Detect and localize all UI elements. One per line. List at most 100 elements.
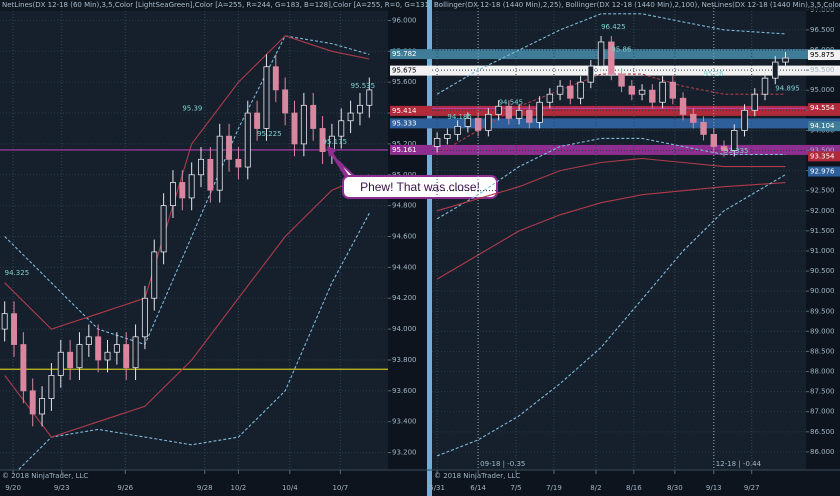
candle-body xyxy=(433,138,441,147)
candle-body xyxy=(772,61,779,79)
y-tick-label: 90.500 xyxy=(810,267,835,275)
price-marker-label: 95.161 xyxy=(392,146,417,154)
candle-body xyxy=(113,344,120,353)
price-marker xyxy=(808,50,840,61)
y-tick-label: 92.500 xyxy=(810,187,835,195)
y-tick-label: 88.000 xyxy=(810,368,835,376)
candle-body xyxy=(700,121,707,135)
x-tick-label: 5/31 xyxy=(429,484,445,492)
x-tick-label: 9/13 xyxy=(706,484,722,492)
candle-body xyxy=(720,146,728,151)
price-label: 95.175 xyxy=(323,138,348,146)
candle-body xyxy=(782,57,789,63)
candle-body xyxy=(546,93,554,103)
y-tick-label: 95.200 xyxy=(392,140,417,148)
y-tick-label: 90.000 xyxy=(810,287,835,295)
candle-body xyxy=(216,135,223,191)
y-tick-label: 96.500 xyxy=(810,26,835,34)
x-tick-label: 6/14 xyxy=(470,484,486,492)
price-marker xyxy=(808,166,840,177)
y-tick-label: 88.500 xyxy=(810,347,835,355)
y-tick-label: 93.200 xyxy=(392,449,417,457)
candle-body xyxy=(761,77,769,95)
x-tick-label: 7/5 xyxy=(510,484,521,492)
price-label: 95.225 xyxy=(257,130,282,138)
price-label: 94.185 xyxy=(447,113,472,121)
panel-title: NetLines(DX 12-18 (60 Min),3,5,Color [Li… xyxy=(2,1,444,9)
price-marker-label: 94.104 xyxy=(810,122,835,130)
x-tick-label: 8/2 xyxy=(590,484,601,492)
x-tick-label: 9/26 xyxy=(117,484,133,492)
header-band xyxy=(432,0,840,11)
candle-body xyxy=(95,336,102,361)
candle-body xyxy=(536,101,543,123)
candle-body xyxy=(597,41,605,67)
price-marker-label: 92.976 xyxy=(810,168,835,176)
copyright: © 2018 NinjaTrader, LLC xyxy=(2,472,88,480)
price-marker xyxy=(390,49,840,60)
candle-body xyxy=(67,351,74,369)
candle-body xyxy=(104,351,111,361)
x-tick-label: 9/27 xyxy=(744,484,760,492)
price-label: 94.895 xyxy=(775,84,800,92)
candle-body xyxy=(291,112,298,145)
candle-body xyxy=(731,129,738,151)
y-tick-label: 95.000 xyxy=(392,171,417,179)
y-tick-label: 94.000 xyxy=(392,325,417,333)
candle-body xyxy=(160,205,167,253)
candle-body xyxy=(679,97,687,115)
x-tick-label: 7/19 xyxy=(546,484,562,492)
candle-body xyxy=(366,89,373,106)
candle-body xyxy=(649,89,656,103)
candle-body xyxy=(618,73,625,87)
y-tick-label: 93.400 xyxy=(392,418,417,426)
callout-arrow-head xyxy=(327,146,337,157)
band-line xyxy=(4,174,370,438)
candle-body xyxy=(338,120,345,137)
candle-body xyxy=(567,85,574,99)
candle-body xyxy=(198,158,204,176)
candle-body xyxy=(48,374,55,399)
candle-body xyxy=(20,344,27,392)
y-tick-label: 95.500 xyxy=(810,66,835,74)
candle-body xyxy=(272,66,279,91)
y-tick-label: 89.000 xyxy=(810,327,835,335)
panel-title: Bollinger(DX 12-18 (1440 Min),2,25), Bol… xyxy=(434,1,840,9)
x-tick-label: 10/7 xyxy=(332,484,348,492)
left-plot-area xyxy=(0,0,388,470)
y-tick-label: 93.500 xyxy=(810,146,835,154)
price-label: 93.335 xyxy=(724,147,749,155)
candle-body xyxy=(608,41,615,75)
band-line xyxy=(436,182,786,280)
candle-body xyxy=(587,65,595,83)
candle-body xyxy=(628,85,636,95)
price-marker-label: 94.554 xyxy=(810,104,835,112)
x-tick-label: 9/23 xyxy=(54,484,70,492)
price-label: 95.39 xyxy=(182,105,202,113)
contract-label: 09-18 | -0.35 xyxy=(480,460,525,468)
y-tick-label: 93.600 xyxy=(392,387,417,395)
callout-arrow xyxy=(329,151,348,177)
price-label: 95.86 xyxy=(611,46,632,54)
candle-body xyxy=(464,117,472,127)
price-marker-label: 93.354 xyxy=(810,152,835,160)
price-marker xyxy=(808,121,840,132)
band-line xyxy=(436,157,786,212)
x-tick-label: 8/16 xyxy=(626,484,642,492)
candle-body xyxy=(669,81,677,99)
price-marker-label: 95.875 xyxy=(810,51,835,59)
price-marker-label: 95.414 xyxy=(392,107,417,115)
candle-body xyxy=(347,112,354,122)
y-tick-label: 95.000 xyxy=(810,86,835,94)
candle-body xyxy=(282,89,289,114)
candle-body xyxy=(505,105,513,119)
band-line xyxy=(4,35,370,330)
price-marker xyxy=(808,151,840,162)
candle-body xyxy=(319,128,326,153)
price-label: 95.535 xyxy=(351,82,376,90)
copyright: © 2018 NinjaTrader, LLC xyxy=(434,472,520,480)
y-tick-label: 96.000 xyxy=(810,46,835,54)
candle-body xyxy=(85,336,92,345)
band-line xyxy=(17,213,370,470)
